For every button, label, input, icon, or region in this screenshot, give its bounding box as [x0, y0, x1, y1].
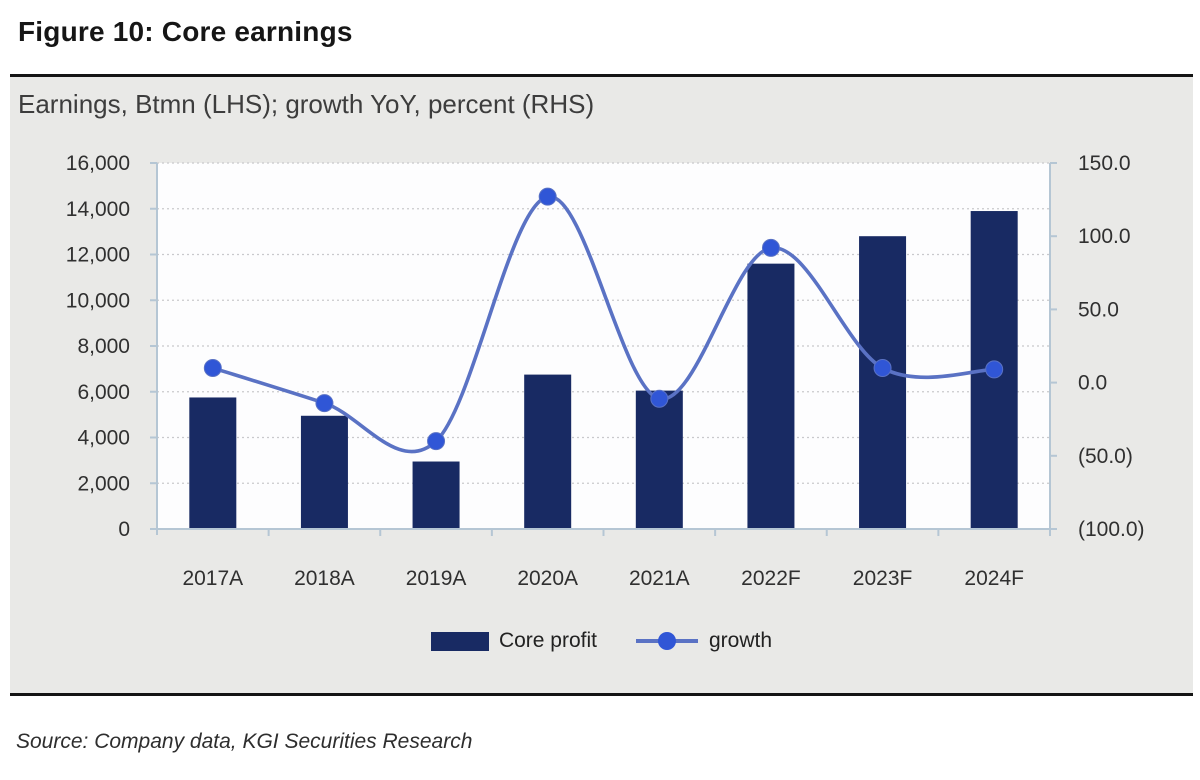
- legend-line-icon: [636, 632, 698, 650]
- growth-point-2017A: [203, 358, 222, 377]
- x-tick-label: 2024F: [964, 567, 1024, 590]
- growth-point-2024F: [985, 360, 1004, 379]
- bar-2022F: [747, 263, 795, 529]
- figure-title: Figure 10: Core earnings: [18, 16, 353, 47]
- x-tick-label: 2020A: [517, 567, 578, 590]
- x-tick-label: 2017A: [182, 567, 243, 590]
- rhs-tick-label: (50.0): [1078, 445, 1133, 468]
- lhs-tick-label: 16,000: [66, 152, 130, 175]
- top-divider: [10, 74, 1193, 77]
- bar-2018A: [300, 415, 348, 529]
- rhs-tick-label: (100.0): [1078, 518, 1145, 541]
- chart-legend: Core profit growth: [10, 629, 1193, 653]
- bottom-divider: [10, 693, 1193, 696]
- growth-line: [211, 194, 996, 454]
- chart-subtitle: Earnings, Btmn (LHS); growth YoY, percen…: [18, 89, 595, 119]
- rhs-tick-label: 50.0: [1078, 298, 1119, 321]
- bar-2017A: [189, 397, 237, 529]
- x-tick-label: 2022F: [741, 567, 801, 590]
- lhs-tick-label: 4,000: [77, 427, 130, 450]
- growth-point-2023F: [873, 358, 892, 377]
- source-note: Source: Company data, KGI Securities Res…: [16, 730, 473, 753]
- growth-point-2021A: [650, 389, 669, 408]
- growth-point-2020A: [538, 187, 557, 206]
- x-tick-label: 2021A: [629, 567, 690, 590]
- chart-canvas: 0 2,000 4,000 6,000 8,000 10,000 12,000 14,000 1…: [66, 152, 1145, 590]
- x-tick-label: 2023F: [853, 567, 913, 590]
- chart-area: Earnings, Btmn (LHS); growth YoY, percen…: [10, 77, 1193, 693]
- lhs-tick-label: 14,000: [66, 198, 130, 221]
- lhs-tick-label: 2,000: [77, 472, 130, 495]
- x-tick-label: 2019A: [406, 567, 467, 590]
- lhs-tick-label: 12,000: [66, 244, 130, 267]
- legend-bar-label: Core profit: [498, 629, 597, 652]
- legend-line-label: growth: [709, 629, 773, 652]
- lhs-tick-label: 0: [118, 518, 130, 541]
- growth-point-2022F: [761, 238, 780, 257]
- lhs-tick-label: 10,000: [66, 289, 130, 312]
- bar-2019A: [412, 461, 460, 529]
- bar-2020A: [524, 374, 572, 529]
- rhs-tick-label: 150.0: [1078, 152, 1131, 175]
- legend-bar-swatch: [430, 631, 489, 651]
- bar-2021A: [635, 390, 683, 529]
- lhs-tick-label: 8,000: [77, 335, 130, 358]
- x-tick-label: 2018A: [294, 567, 355, 590]
- growth-point-2018A: [315, 394, 334, 413]
- bar-2023F: [859, 236, 907, 529]
- lhs-tick-label: 6,000: [77, 381, 130, 404]
- growth-point-2019A: [427, 432, 446, 451]
- rhs-tick-label: 100.0: [1078, 225, 1131, 248]
- rhs-tick-label: 0.0: [1078, 372, 1107, 395]
